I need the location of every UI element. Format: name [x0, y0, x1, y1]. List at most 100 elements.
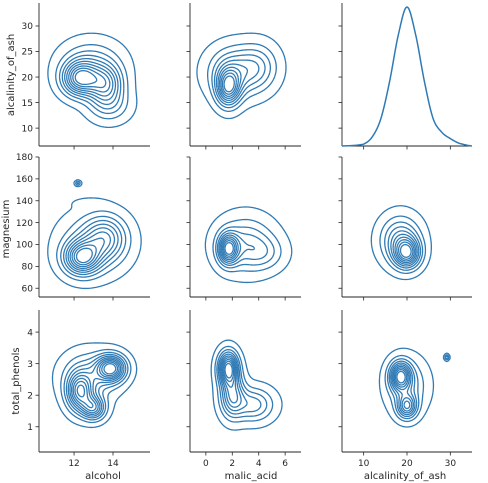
- contour-level-9: [397, 241, 414, 260]
- ytick-label-total_phenols: 1: [27, 423, 33, 433]
- contour-level-7: [218, 66, 242, 100]
- contour-level-2: [384, 354, 450, 423]
- contour-level-4: [387, 226, 422, 269]
- contour-level-3: [58, 50, 125, 115]
- contour-level-6: [217, 63, 249, 102]
- contour-level-4: [61, 54, 122, 110]
- ytick-label-alcalinity_of_ash: 15: [22, 99, 33, 109]
- contour-level-1: [204, 206, 293, 284]
- contour-level-10: [399, 243, 412, 258]
- contour-level-1: [51, 342, 138, 429]
- contour-level-3: [386, 355, 449, 420]
- contour-level-10: [396, 370, 406, 384]
- contour-level-9: [394, 368, 408, 386]
- row-label-total_phenols: total_phenols: [11, 347, 22, 414]
- contour-level-7: [394, 236, 417, 264]
- xtick-label-malic_acid: 2: [229, 459, 235, 469]
- contour-level-4: [65, 353, 127, 419]
- xtick-label-malic_acid: 0: [203, 459, 209, 469]
- row-label-alcalinity_of_ash: alcalinity_of_ash: [6, 34, 17, 116]
- ytick-label-magnesium: 160: [16, 175, 33, 185]
- panel-total_phenols-vs-alcohol: [51, 342, 138, 429]
- contour-level-5: [65, 223, 119, 273]
- contour-level-8: [221, 238, 238, 259]
- contour-level-10: [75, 247, 93, 264]
- contour-level-2: [207, 43, 277, 112]
- contour-level-7: [70, 358, 122, 414]
- contour-level-4: [217, 351, 262, 415]
- contour-level-5: [390, 230, 420, 267]
- contour-level-5: [390, 362, 416, 416]
- col-label-malic_acid: malic_acid: [225, 471, 278, 482]
- contour-level-6: [391, 364, 415, 414]
- ytick-label-alcalinity_of_ash: 10: [22, 124, 34, 134]
- contour-level-1: [196, 32, 287, 120]
- ytick-label-magnesium: 120: [16, 219, 33, 229]
- ytick-label-magnesium: 180: [16, 153, 33, 163]
- contour-level-9: [221, 72, 237, 95]
- xtick-label-alcohol: 12: [68, 459, 79, 469]
- ytick-label-alcalinity_of_ash: 20: [22, 73, 34, 83]
- xtick-label-malic_acid: 4: [256, 459, 262, 469]
- contour-level-10: [224, 241, 234, 255]
- contour-level-3: [216, 348, 268, 419]
- xtick-label-alcalinity_of_ash: 10: [358, 459, 370, 469]
- contour-level-3: [63, 351, 129, 421]
- contour-level-4: [388, 360, 418, 418]
- contour-level-4: [216, 229, 269, 266]
- ytick-label-magnesium: 100: [16, 241, 33, 251]
- xtick-label-alcalinity_of_ash: 30: [445, 459, 457, 469]
- contour-level-6: [392, 233, 418, 265]
- ytick-label-total_phenols: 2: [27, 391, 33, 401]
- contour-level-1: [47, 179, 142, 290]
- contour-level-9: [73, 244, 97, 266]
- ytick-label-alcalinity_of_ash: 30: [22, 22, 34, 32]
- ytick-label-alcalinity_of_ash: 25: [22, 48, 33, 58]
- contour-level-2: [212, 218, 282, 273]
- contour-level-9: [74, 361, 119, 409]
- contour-level-9: [72, 67, 107, 89]
- contour-level-10: [224, 362, 233, 379]
- ytick-label-magnesium: 60: [22, 284, 34, 294]
- contour-level-8: [396, 239, 415, 262]
- contour-level-6: [219, 355, 242, 408]
- contour-level-9: [223, 360, 235, 383]
- contour-level-3: [384, 221, 424, 271]
- contour-level-5: [218, 232, 256, 264]
- panel-magnesium-vs-alcohol: [47, 179, 142, 290]
- panel-magnesium-vs-malic_acid: [204, 206, 293, 284]
- contour-level-2: [56, 180, 132, 282]
- contour-level-7: [220, 236, 239, 261]
- contour-level-8: [393, 367, 411, 410]
- panel-alcalinity_of_ash-vs-alcohol: [47, 32, 138, 129]
- density-curve-alcalinity_of_ash: [341, 6, 473, 147]
- ytick-label-magnesium: 140: [16, 197, 33, 207]
- contour-level-5: [218, 353, 248, 412]
- contour-level-7: [392, 365, 413, 412]
- panel-total_phenols-vs-malic_acid: [210, 339, 283, 431]
- ytick-label-magnesium: 80: [22, 263, 34, 273]
- contour-level-8: [71, 237, 105, 268]
- xtick-label-alcalinity_of_ash: 20: [401, 459, 413, 469]
- contour-level-10: [76, 363, 117, 398]
- contour-level-10: [223, 75, 235, 93]
- contour-level-4: [213, 54, 266, 106]
- xtick-label-malic_acid: 6: [282, 459, 288, 469]
- contour-level-8: [70, 65, 111, 93]
- contour-level-5: [215, 59, 260, 104]
- contour-level-1: [47, 32, 138, 129]
- col-label-alcalinity_of_ash: alcalinity_of_ash: [364, 471, 446, 482]
- contour-level-7: [68, 63, 114, 97]
- col-label-alcohol: alcohol: [85, 471, 121, 482]
- contour-level-1: [378, 347, 451, 428]
- contour-level-2: [55, 44, 129, 120]
- contour-level-1: [370, 205, 432, 281]
- contour-level-3: [215, 226, 275, 269]
- contour-level-6: [66, 60, 117, 101]
- contour-level-2: [214, 345, 274, 423]
- contour-level-1: [210, 339, 283, 431]
- contour-level-6: [69, 357, 123, 416]
- contour-level-5: [67, 355, 125, 417]
- contour-level-7: [221, 357, 239, 404]
